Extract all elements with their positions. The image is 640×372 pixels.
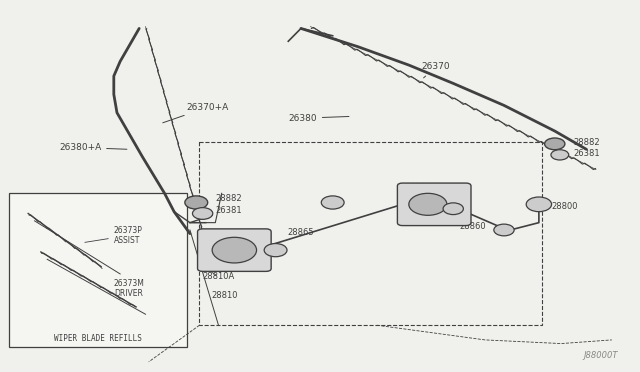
Text: 28860: 28860	[460, 222, 486, 231]
Text: WIPER BLADE REFILLS: WIPER BLADE REFILLS	[54, 334, 142, 343]
Text: 28865: 28865	[287, 228, 314, 237]
Text: 28810A: 28810A	[203, 272, 235, 281]
Circle shape	[545, 138, 565, 150]
Text: 28810: 28810	[212, 291, 238, 301]
Text: 26373P
ASSIST: 26373P ASSIST	[85, 226, 143, 245]
FancyBboxPatch shape	[397, 183, 471, 225]
Text: 28882: 28882	[215, 194, 242, 203]
Circle shape	[494, 224, 514, 236]
Circle shape	[193, 208, 212, 219]
Circle shape	[264, 244, 287, 257]
Circle shape	[409, 193, 447, 215]
Text: J88000T: J88000T	[584, 351, 618, 360]
Text: 26370+A: 26370+A	[163, 103, 229, 123]
Text: 26370: 26370	[422, 62, 450, 78]
Text: 26381: 26381	[574, 149, 600, 158]
Text: 26380: 26380	[288, 114, 349, 123]
Text: 26381: 26381	[215, 206, 242, 215]
Circle shape	[526, 197, 552, 212]
Circle shape	[551, 150, 569, 160]
Bar	[9, 193, 187, 347]
Text: 28810A: 28810A	[406, 183, 438, 192]
Text: 26373M
DRIVER: 26373M DRIVER	[108, 279, 145, 298]
FancyBboxPatch shape	[198, 229, 271, 272]
Circle shape	[443, 203, 463, 215]
Text: 26380+A: 26380+A	[59, 143, 127, 152]
Text: 28882: 28882	[574, 138, 600, 147]
Circle shape	[321, 196, 344, 209]
Bar	[200, 142, 542, 325]
Circle shape	[185, 196, 208, 209]
Text: 28800: 28800	[552, 202, 578, 211]
Circle shape	[212, 237, 257, 263]
